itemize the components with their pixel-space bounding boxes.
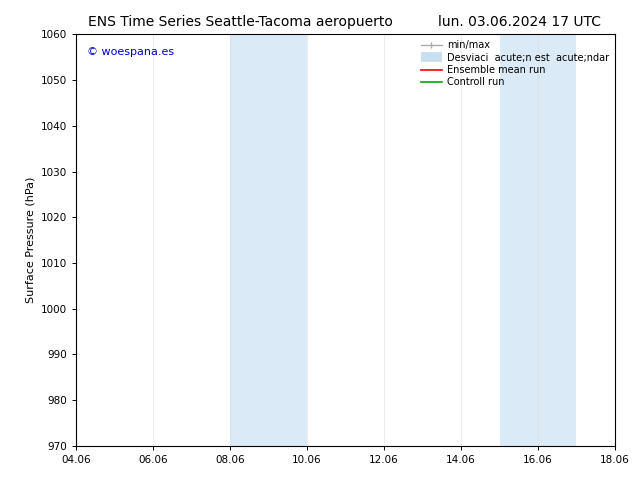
Y-axis label: Surface Pressure (hPa): Surface Pressure (hPa) bbox=[25, 177, 36, 303]
Text: ENS Time Series Seattle-Tacoma aeropuerto: ENS Time Series Seattle-Tacoma aeropuert… bbox=[89, 15, 393, 29]
Bar bbox=[230, 34, 307, 446]
Bar bbox=[500, 34, 576, 446]
Legend: min/max, Desviaci  acute;n est  acute;ndar, Ensemble mean run, Controll run: min/max, Desviaci acute;n est acute;ndar… bbox=[418, 37, 612, 90]
Text: lun. 03.06.2024 17 UTC: lun. 03.06.2024 17 UTC bbox=[438, 15, 602, 29]
Text: © woespana.es: © woespana.es bbox=[87, 47, 174, 57]
